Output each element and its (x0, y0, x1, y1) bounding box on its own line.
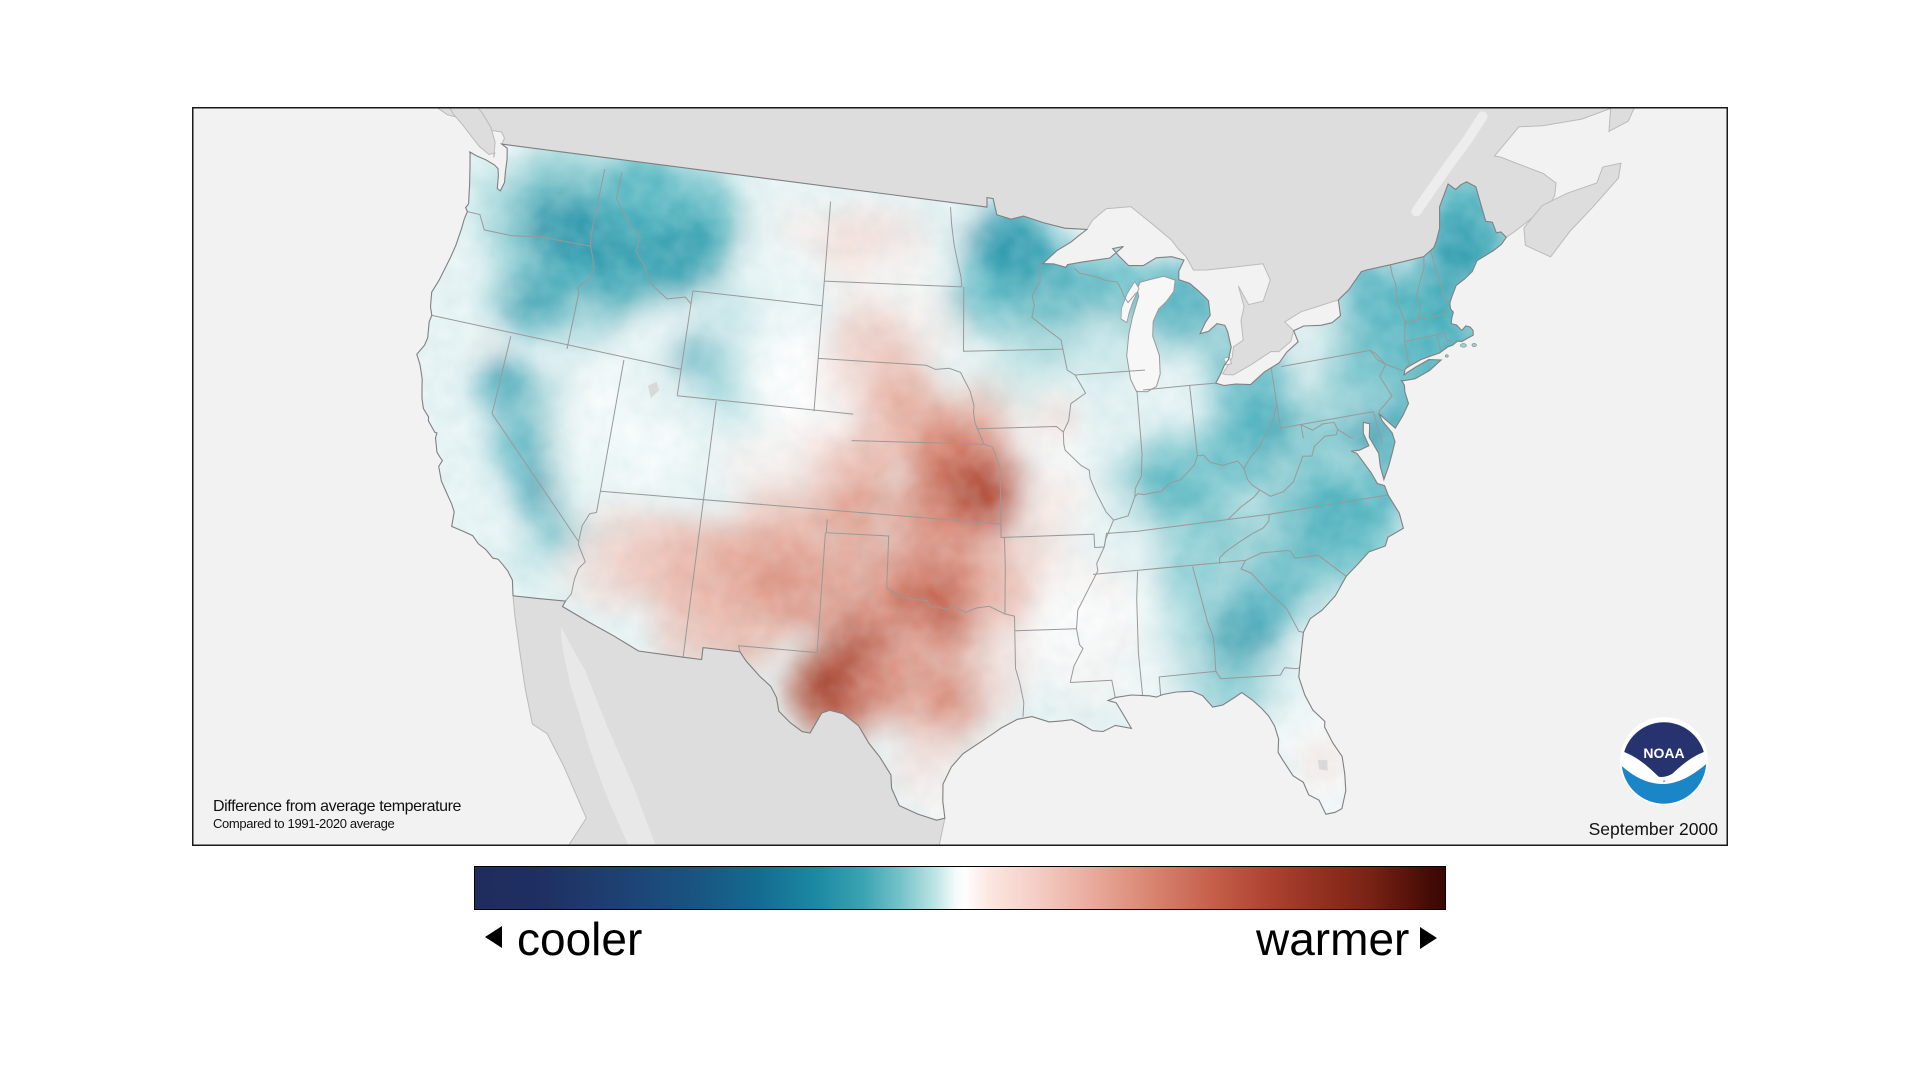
svg-text:NOAA: NOAA (1643, 745, 1684, 761)
